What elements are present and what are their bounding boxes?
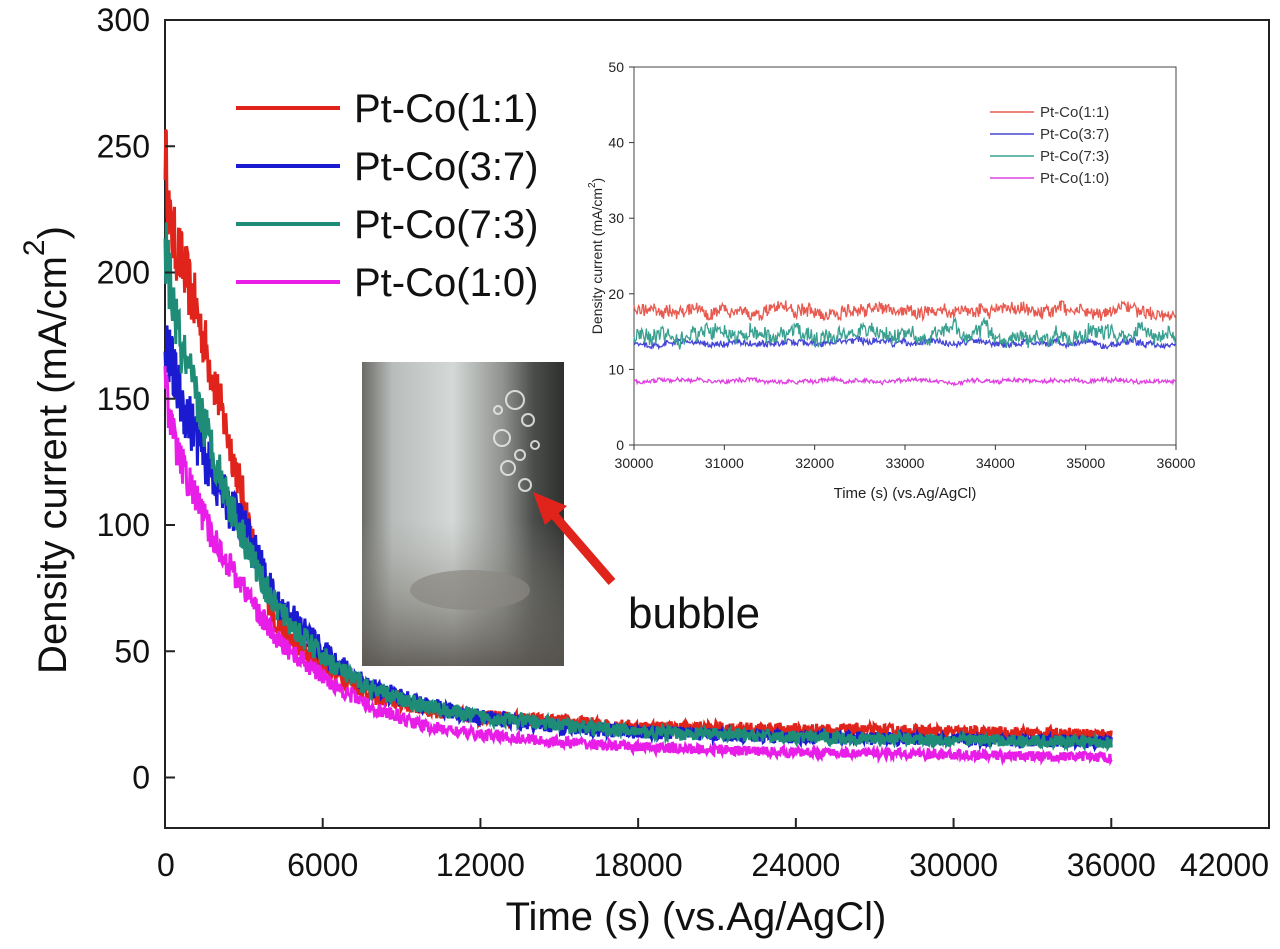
- main-legend-label: Pt-Co(3:7): [354, 145, 539, 189]
- main-x-tick-label: 36000: [1067, 847, 1156, 883]
- inset-series-line: [633, 335, 1177, 351]
- inset-x-tick-label: 34000: [976, 455, 1015, 471]
- main-x-tick-label: 6000: [287, 847, 358, 883]
- inset-y-tick-label: 10: [608, 361, 624, 377]
- main-y-tick-label: 0: [132, 760, 150, 796]
- main-y-tick-label: 150: [97, 381, 150, 417]
- main-series-group: [163, 129, 1113, 767]
- bubble-photo: [362, 362, 564, 666]
- inset-y-tick-label: 0: [616, 437, 624, 453]
- inset-series-line: [633, 299, 1177, 323]
- main-x-tick-label: 42000: [1180, 847, 1269, 883]
- svg-text:Density current (mA/cm2): Density current (mA/cm2): [587, 178, 605, 334]
- inset-legend-label: Pt-Co(1:0): [1040, 170, 1109, 187]
- main-y-tick-label: 250: [97, 128, 150, 164]
- inset-series-line: [633, 375, 1177, 387]
- svg-text:Density current (mA/cm2): Density current (mA/cm2): [18, 226, 75, 674]
- main-series-line: [163, 365, 1113, 767]
- inset-x-tick-label: 31000: [705, 455, 744, 471]
- main-x-tick-label: 30000: [909, 847, 998, 883]
- inset-x-tick-label: 36000: [1157, 455, 1196, 471]
- main-legend-label: Pt-Co(1:1): [354, 87, 539, 131]
- main-legend: Pt-Co(1:1) Pt-Co(3:7) Pt-Co(7:3) Pt-Co(1:0): [236, 87, 539, 305]
- bubble-arrow: [533, 492, 616, 585]
- inset-x-axis-label: Time (s) (vs.Ag/AgCl): [834, 485, 977, 502]
- main-y-tick-label: 200: [97, 255, 150, 291]
- main-y-axis-label: Density current (mA/cm2): [18, 226, 75, 674]
- inset-x-tick-label: 33000: [886, 455, 925, 471]
- main-x-tick-label: 12000: [436, 847, 525, 883]
- main-legend-label: Pt-Co(1:0): [354, 261, 539, 305]
- main-x-tick-label: 24000: [751, 847, 840, 883]
- main-x-tick-label: 0: [157, 847, 175, 883]
- inset-x-tick-label: 35000: [1066, 455, 1105, 471]
- bubble-annotation: bubble: [628, 589, 760, 638]
- inset-y-axis-label: Density current (mA/cm2): [587, 178, 605, 334]
- inset-series-line: [633, 316, 1177, 350]
- inset-y-tick-label: 20: [608, 286, 624, 302]
- main-legend-label: Pt-Co(7:3): [354, 203, 539, 247]
- inset-y-tick-label: 40: [608, 135, 624, 151]
- main-series-line: [163, 222, 1113, 753]
- inset-series-group: [633, 299, 1177, 387]
- main-y-tick-label: 100: [97, 507, 150, 543]
- inset-background: [634, 67, 1176, 445]
- main-x-tick-label: 18000: [594, 847, 683, 883]
- inset-x-tick-label: 30000: [615, 455, 654, 471]
- main-y-tick-label: 300: [97, 2, 150, 38]
- inset-y-tick-label: 30: [608, 210, 624, 226]
- main-x-axis-label: Time (s) (vs.Ag/AgCl): [506, 895, 887, 939]
- inset-legend-label: Pt-Co(3:7): [1040, 126, 1109, 143]
- inset-legend: Pt-Co(1:1) Pt-Co(3:7) Pt-Co(7:3) Pt-Co(1:0): [990, 104, 1109, 187]
- inset-legend-label: Pt-Co(7:3): [1040, 148, 1109, 165]
- main-y-tick-label: 50: [114, 633, 150, 669]
- main-plot-frame: [164, 19, 1270, 829]
- inset-x-tick-label: 32000: [795, 455, 834, 471]
- inset-y-tick-label: 50: [608, 59, 624, 75]
- inset-legend-label: Pt-Co(1:1): [1040, 104, 1109, 121]
